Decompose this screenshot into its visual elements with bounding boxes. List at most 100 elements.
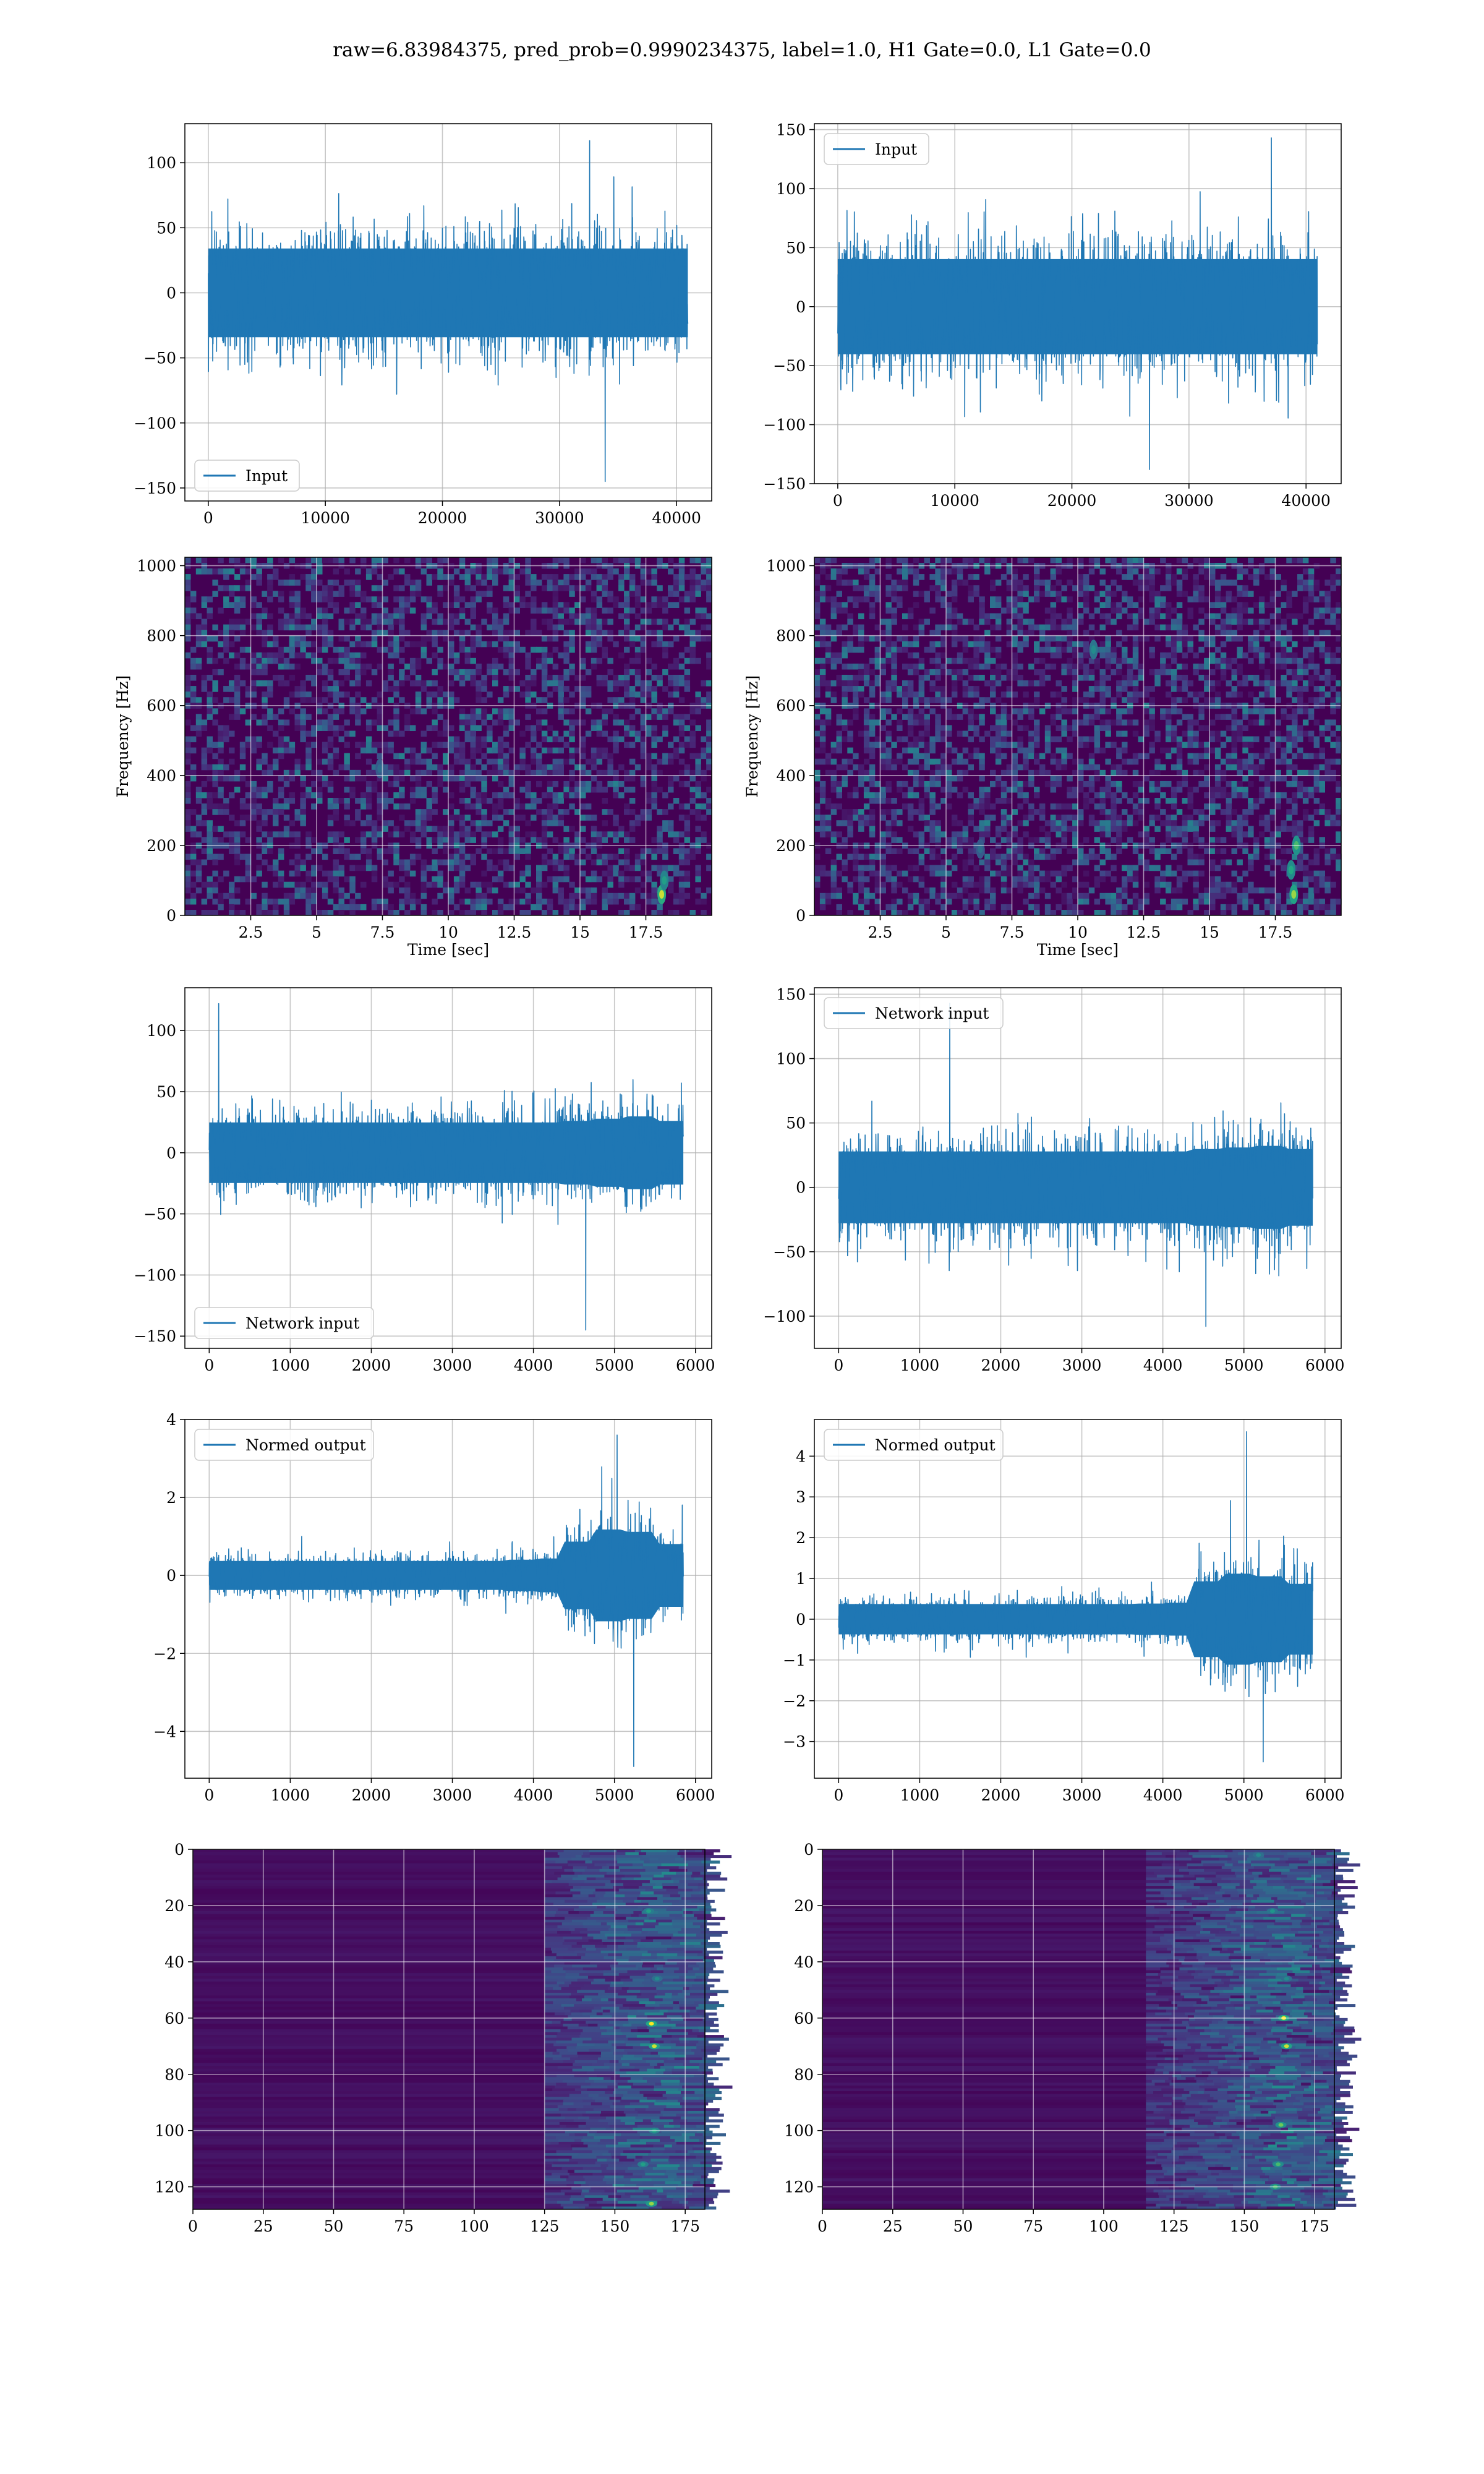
heatmap-cell [514, 585, 520, 591]
heatmap-cell [1034, 596, 1040, 602]
heatmap-cell [814, 680, 821, 687]
heatmap-cell [399, 585, 405, 591]
heatmap-cell [1044, 646, 1051, 653]
heatmap-cell [701, 680, 707, 687]
heatmap-cell [1023, 758, 1029, 765]
heatmap-cell [531, 607, 537, 614]
heatmap-cell [968, 753, 974, 760]
heatmap-cell [497, 769, 504, 776]
heatmap-cell [569, 786, 575, 793]
heatmap-cell [613, 898, 619, 905]
heatmap-cell [695, 607, 701, 614]
heatmap-cell [443, 881, 449, 888]
heatmap-cell [492, 831, 498, 837]
heatmap-cell [443, 887, 449, 894]
heatmap-cell [662, 607, 668, 614]
heatmap-cell [918, 803, 925, 810]
heatmap-cell [842, 725, 848, 731]
heatmap-cell [1023, 557, 1029, 563]
heatmap-cell [322, 742, 328, 748]
heatmap-cell [1072, 708, 1078, 714]
heatmap-cell [1000, 859, 1007, 866]
heatmap-cell [239, 820, 246, 826]
heatmap-cell [979, 736, 985, 743]
heatmap-cell [678, 730, 685, 737]
heatmap-cell [701, 736, 707, 743]
heatmap-cell [880, 742, 886, 748]
heatmap-cell [322, 747, 328, 754]
heatmap-cell [1006, 568, 1013, 575]
heatmap-cell [311, 803, 317, 810]
heatmap-cell [294, 652, 301, 659]
heatmap-cell [563, 652, 569, 659]
heatmap-cell [365, 865, 372, 871]
heatmap-cell [256, 618, 262, 625]
heatmap-cell [311, 652, 317, 659]
heatmap-cell [695, 898, 701, 905]
heatmap-cell [897, 602, 903, 608]
heatmap-cell [283, 719, 290, 726]
heatmap-cell [212, 775, 218, 782]
heatmap-cell [311, 887, 317, 894]
heatmap-cell [547, 725, 553, 731]
heatmap-cell [399, 624, 405, 631]
heatmap-cell [223, 764, 229, 771]
heatmap-cell [907, 826, 914, 832]
heatmap-cell [453, 859, 460, 866]
heatmap-cell [409, 892, 416, 899]
heatmap-cell [596, 657, 603, 664]
heatmap-cell [678, 870, 685, 877]
heatmap-cell [1099, 719, 1106, 726]
heatmap-cell [946, 568, 952, 575]
heatmap-cell [481, 742, 487, 748]
heatmap-cell [377, 714, 383, 720]
heatmap-cell [1099, 831, 1106, 837]
heatmap-cell [863, 747, 870, 754]
heatmap-cell [541, 574, 548, 580]
heatmap-cell [322, 892, 328, 899]
heatmap-cell [1111, 742, 1117, 748]
heatmap-cell [420, 596, 427, 602]
heatmap-cell [448, 803, 454, 810]
heatmap-cell [668, 826, 674, 832]
heatmap-cell [819, 892, 826, 899]
heatmap-cell [519, 568, 526, 575]
heatmap-cell [973, 865, 979, 871]
heatmap-cell [585, 568, 592, 575]
heatmap-cell [305, 758, 312, 765]
heatmap-cell [825, 585, 832, 591]
heatmap-cell [706, 591, 712, 597]
heatmap-cell [1023, 708, 1029, 714]
heatmap-cell [245, 859, 252, 866]
heatmap-cell [569, 892, 575, 899]
heatmap-cell [459, 775, 466, 782]
heatmap-cell [371, 898, 378, 905]
heatmap-cell [602, 892, 608, 899]
heatmap-cell [929, 630, 936, 636]
heatmap-cell [432, 635, 438, 642]
heatmap-cell [613, 602, 619, 608]
heatmap-cell [646, 607, 652, 614]
heatmap-cell [946, 697, 952, 703]
heatmap-cell [689, 568, 696, 575]
heatmap-cell [552, 602, 559, 608]
heatmap-cell [437, 663, 443, 670]
heatmap-cell [371, 613, 378, 620]
heatmap-cell [695, 781, 701, 787]
heatmap-cell [437, 686, 443, 692]
heatmap-cell [1028, 630, 1034, 636]
heatmap-cell [470, 680, 476, 687]
heatmap-cell [541, 646, 548, 653]
heatmap-cell [393, 725, 399, 731]
heatmap-cell [1116, 585, 1122, 591]
heatmap-cell [239, 630, 246, 636]
heatmap-cell [459, 574, 466, 580]
heatmap-cell [907, 769, 914, 776]
heatmap-cell [657, 837, 663, 843]
heatmap-cell [706, 809, 712, 815]
heatmap-cell [317, 580, 323, 586]
heatmap-cell [267, 630, 273, 636]
heatmap-cell [1094, 557, 1101, 563]
heatmap-cell [256, 803, 262, 810]
heatmap-cell [706, 730, 712, 737]
